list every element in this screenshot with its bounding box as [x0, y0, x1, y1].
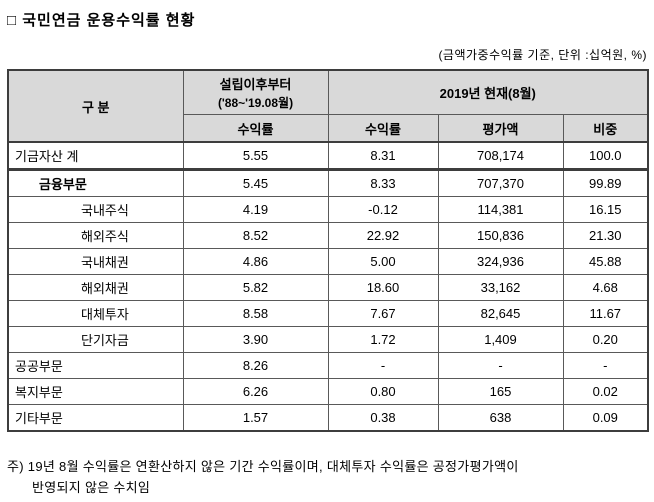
- header-inception-line2: ('88~'19.08월): [217, 96, 294, 110]
- cell-weight: 21.30: [562, 222, 649, 249]
- cell-since-return: 5.45: [182, 169, 329, 197]
- cell-since-return: 8.26: [182, 352, 329, 379]
- cell-value: 165: [437, 378, 564, 405]
- table-row: 해외주식 8.52 22.92 150,836 21.30: [7, 222, 649, 249]
- header-weight: 비중: [562, 114, 649, 143]
- table-row: 단기자금 3.90 1.72 1,409 0.20: [7, 326, 649, 353]
- cell-weight: 0.20: [562, 326, 649, 353]
- cell-return: 18.60: [327, 274, 439, 301]
- row-label: 대체투자: [7, 300, 184, 327]
- cell-return: 5.00: [327, 248, 439, 275]
- cell-since-return: 6.26: [182, 378, 329, 405]
- row-label: 해외주식: [7, 222, 184, 249]
- return-table: 구 분 설립이후부터 ('88~'19.08월) 2019년 현재(8월) 수익…: [7, 69, 650, 432]
- cell-return: 7.67: [327, 300, 439, 327]
- cell-value: 82,645: [437, 300, 564, 327]
- cell-value: 707,370: [437, 169, 564, 197]
- row-label: 기금자산 계: [7, 141, 184, 171]
- row-label: 단기자금: [7, 326, 184, 353]
- cell-value: 638: [437, 404, 564, 432]
- footnote: 주) 19년 8월 수익률은 연환산하지 않은 기간 수익률이며, 대체투자 수…: [7, 456, 647, 499]
- footnote-line-2: 반영되지 않은 수치임: [32, 480, 151, 496]
- cell-value: 708,174: [437, 141, 564, 171]
- cell-since-return: 4.19: [182, 196, 329, 223]
- cell-value: 33,162: [437, 274, 564, 301]
- cell-weight: 11.67: [562, 300, 649, 327]
- cell-since-return: 4.86: [182, 248, 329, 275]
- row-label: 복지부문: [7, 378, 184, 405]
- cell-weight: -: [562, 352, 649, 379]
- cell-weight: 45.88: [562, 248, 649, 275]
- header-since-return: 수익률: [182, 114, 329, 143]
- cell-return: -: [327, 352, 439, 379]
- row-label: 국내주식: [7, 196, 184, 223]
- cell-value: 1,409: [437, 326, 564, 353]
- table-row: 해외채권 5.82 18.60 33,162 4.68: [7, 274, 649, 301]
- cell-weight: 0.09: [562, 404, 649, 432]
- cell-since-return: 3.90: [182, 326, 329, 353]
- table-row: 대체투자 8.58 7.67 82,645 11.67: [7, 300, 649, 327]
- cell-since-return: 1.57: [182, 404, 329, 432]
- cell-weight: 99.89: [562, 169, 649, 197]
- header-current: 2019년 현재(8월): [327, 69, 649, 115]
- footnote-line-1: 주) 19년 8월 수익률은 연환산하지 않은 기간 수익률이며, 대체투자 수…: [7, 459, 519, 474]
- cell-since-return: 8.52: [182, 222, 329, 249]
- table-row: 공공부문 8.26 - - -: [7, 352, 649, 379]
- header-row-2: 수익률 수익률 평가액 비중: [8, 114, 649, 143]
- cell-value: 150,836: [437, 222, 564, 249]
- cell-weight: 16.15: [562, 196, 649, 223]
- row-label: 해외채권: [7, 274, 184, 301]
- cell-return: 8.31: [327, 141, 439, 171]
- page-title: □ 국민연금 운용수익률 현황: [7, 12, 196, 29]
- cell-since-return: 5.55: [182, 141, 329, 171]
- cell-weight: 4.68: [562, 274, 649, 301]
- row-label: 공공부문: [7, 352, 184, 379]
- header-inception: 설립이후부터 ('88~'19.08월): [182, 69, 329, 115]
- cell-return: 0.38: [327, 404, 439, 432]
- cell-return: 1.72: [327, 326, 439, 353]
- row-label: 국내채권: [7, 248, 184, 275]
- cell-value: -: [437, 352, 564, 379]
- cell-return: 8.33: [327, 169, 439, 197]
- row-label: 금융부문: [7, 169, 184, 197]
- cell-weight: 100.0: [562, 141, 649, 171]
- table-row: 국내주식 4.19 -0.12 114,381 16.15: [7, 196, 649, 223]
- table-row: 기타부문 1.57 0.38 638 0.09: [7, 404, 649, 432]
- cell-value: 324,936: [437, 248, 564, 275]
- table-row-total: 기금자산 계 5.55 8.31 708,174 100.0: [7, 141, 649, 171]
- cell-return: 22.92: [327, 222, 439, 249]
- cell-since-return: 5.82: [182, 274, 329, 301]
- header-inception-line1: 설립이후부터: [219, 77, 292, 92]
- cell-return: 0.80: [327, 378, 439, 405]
- cell-since-return: 8.58: [182, 300, 329, 327]
- header-return: 수익률: [327, 114, 439, 143]
- table-row: 금융부문 5.45 8.33 707,370 99.89: [7, 169, 649, 197]
- cell-return: -0.12: [327, 196, 439, 223]
- header-group: 구 분: [7, 69, 184, 143]
- header-row-1: 구 분 설립이후부터 ('88~'19.08월) 2019년 현재(8월): [7, 69, 649, 143]
- unit-note: (금액가중수익률 기준, 단위 :십억원, %): [438, 48, 647, 62]
- cell-value: 114,381: [437, 196, 564, 223]
- table-row: 복지부문 6.26 0.80 165 0.02: [7, 378, 649, 405]
- cell-weight: 0.02: [562, 378, 649, 405]
- row-label: 기타부문: [7, 404, 184, 432]
- table-row: 국내채권 4.86 5.00 324,936 45.88: [7, 248, 649, 275]
- header-value: 평가액: [437, 114, 564, 143]
